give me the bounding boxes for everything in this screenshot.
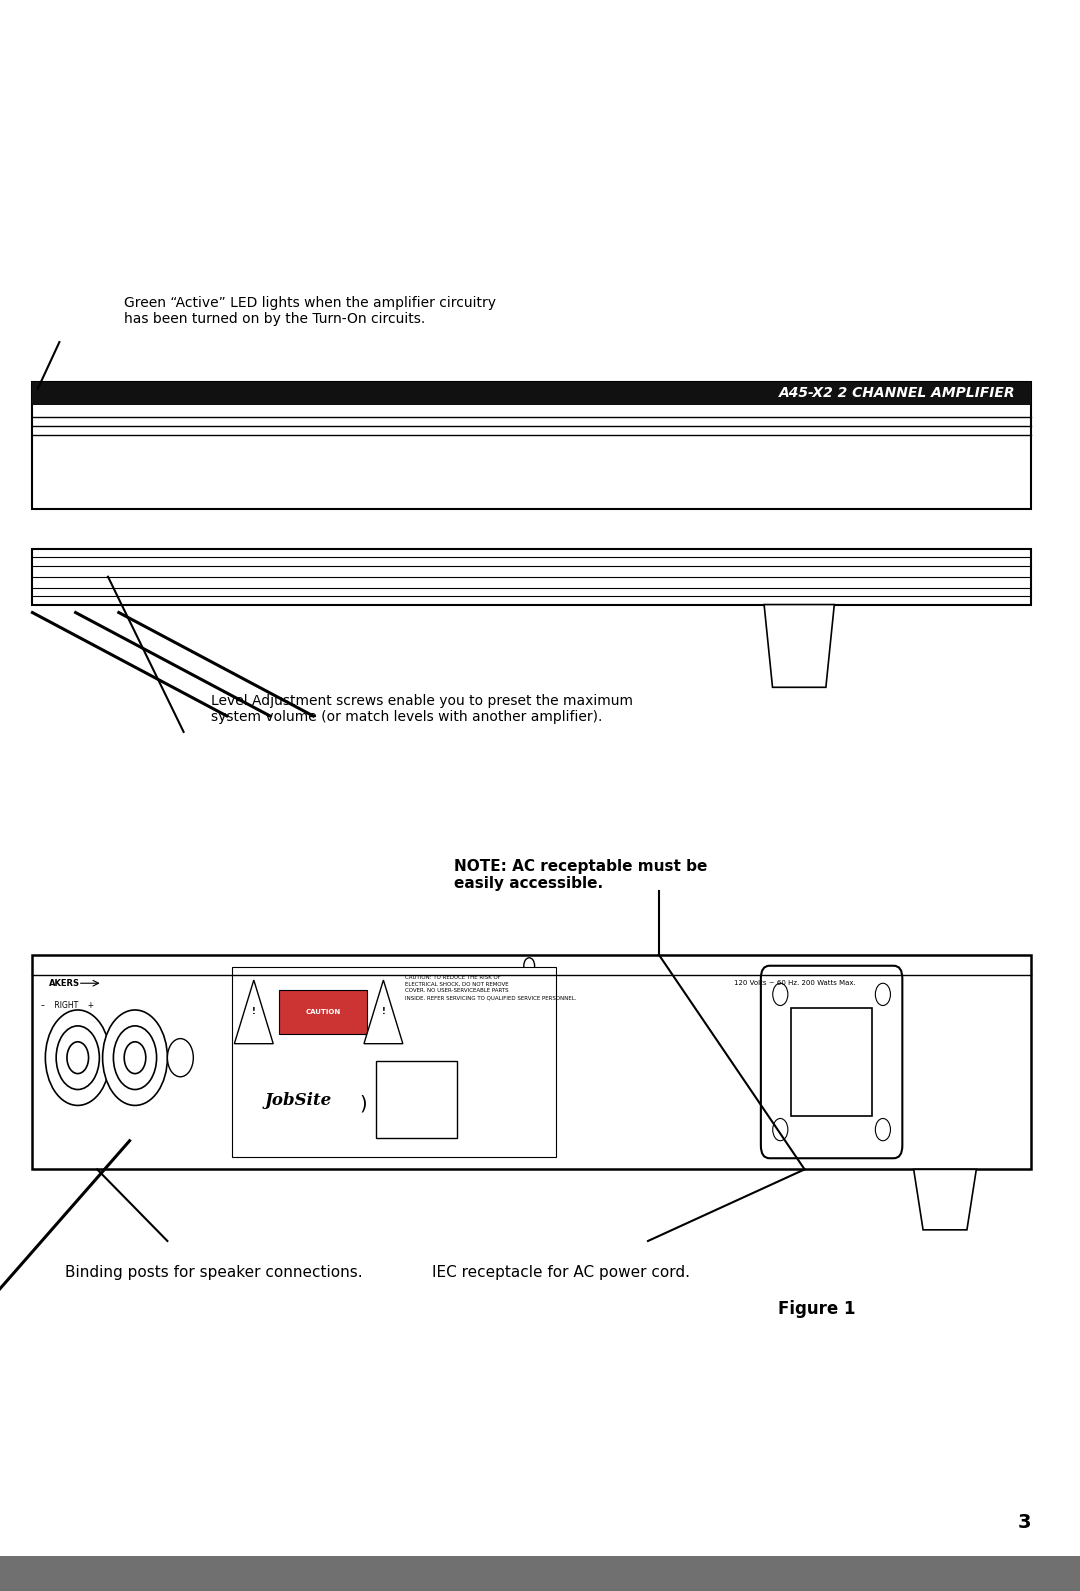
- Circle shape: [56, 1026, 99, 1090]
- Bar: [32, 549, 1031, 605]
- Text: 3: 3: [1017, 1513, 1031, 1532]
- Text: !: !: [252, 1007, 256, 1017]
- Bar: [32, 382, 1031, 509]
- Circle shape: [67, 1042, 89, 1074]
- Text: Figure 1: Figure 1: [778, 1300, 855, 1317]
- Text: AKERS: AKERS: [49, 978, 80, 988]
- Polygon shape: [765, 605, 834, 687]
- Circle shape: [773, 1118, 788, 1141]
- Bar: [279, 990, 367, 1034]
- Text: 120 Volts ~ 60 Hz. 200 Watts Max.: 120 Volts ~ 60 Hz. 200 Watts Max.: [734, 980, 856, 986]
- Text: JobSite: JobSite: [265, 1093, 332, 1109]
- Text: –    RIGHT    +: – RIGHT +: [41, 1001, 94, 1010]
- Circle shape: [876, 1118, 890, 1141]
- Text: !: !: [381, 1007, 386, 1017]
- Text: Binding posts for speaker connections.: Binding posts for speaker connections.: [65, 1265, 363, 1279]
- Bar: [791, 1009, 873, 1117]
- Circle shape: [113, 1026, 157, 1090]
- Text: Green “Active” LED lights when the amplifier circuitry
has been turned on by the: Green “Active” LED lights when the ampli…: [124, 296, 496, 326]
- Text: NOTE: AC receptable must be
easily accessible.: NOTE: AC receptable must be easily acces…: [454, 859, 707, 891]
- Text: CAUTION: TO REDUCE THE RISK OF
ELECTRICAL SHOCK, DO NOT REMOVE
COVER. NO USER-SE: CAUTION: TO REDUCE THE RISK OF ELECTRICA…: [405, 975, 577, 1001]
- Bar: [232, 967, 556, 1157]
- Circle shape: [773, 983, 788, 1006]
- Text: A45-X2 2 CHANNEL AMPLIFIER: A45-X2 2 CHANNEL AMPLIFIER: [779, 387, 1015, 401]
- Circle shape: [45, 1010, 110, 1106]
- Bar: [0, 1556, 1080, 1591]
- Bar: [32, 382, 1031, 404]
- Text: ): ): [360, 1095, 367, 1114]
- Circle shape: [167, 1039, 193, 1077]
- Text: CAUTION: CAUTION: [306, 1009, 340, 1015]
- Polygon shape: [364, 980, 403, 1044]
- Polygon shape: [914, 1169, 976, 1230]
- Circle shape: [876, 983, 890, 1006]
- Bar: [376, 1061, 457, 1138]
- Polygon shape: [234, 980, 273, 1044]
- Bar: [32, 955, 1031, 1169]
- Circle shape: [103, 1010, 167, 1106]
- Circle shape: [524, 958, 535, 974]
- Text: Level Adjustment screws enable you to preset the maximum
system volume (or match: Level Adjustment screws enable you to pr…: [211, 694, 633, 724]
- Text: IEC receptacle for AC power cord.: IEC receptacle for AC power cord.: [432, 1265, 690, 1279]
- Circle shape: [124, 1042, 146, 1074]
- FancyBboxPatch shape: [760, 966, 903, 1158]
